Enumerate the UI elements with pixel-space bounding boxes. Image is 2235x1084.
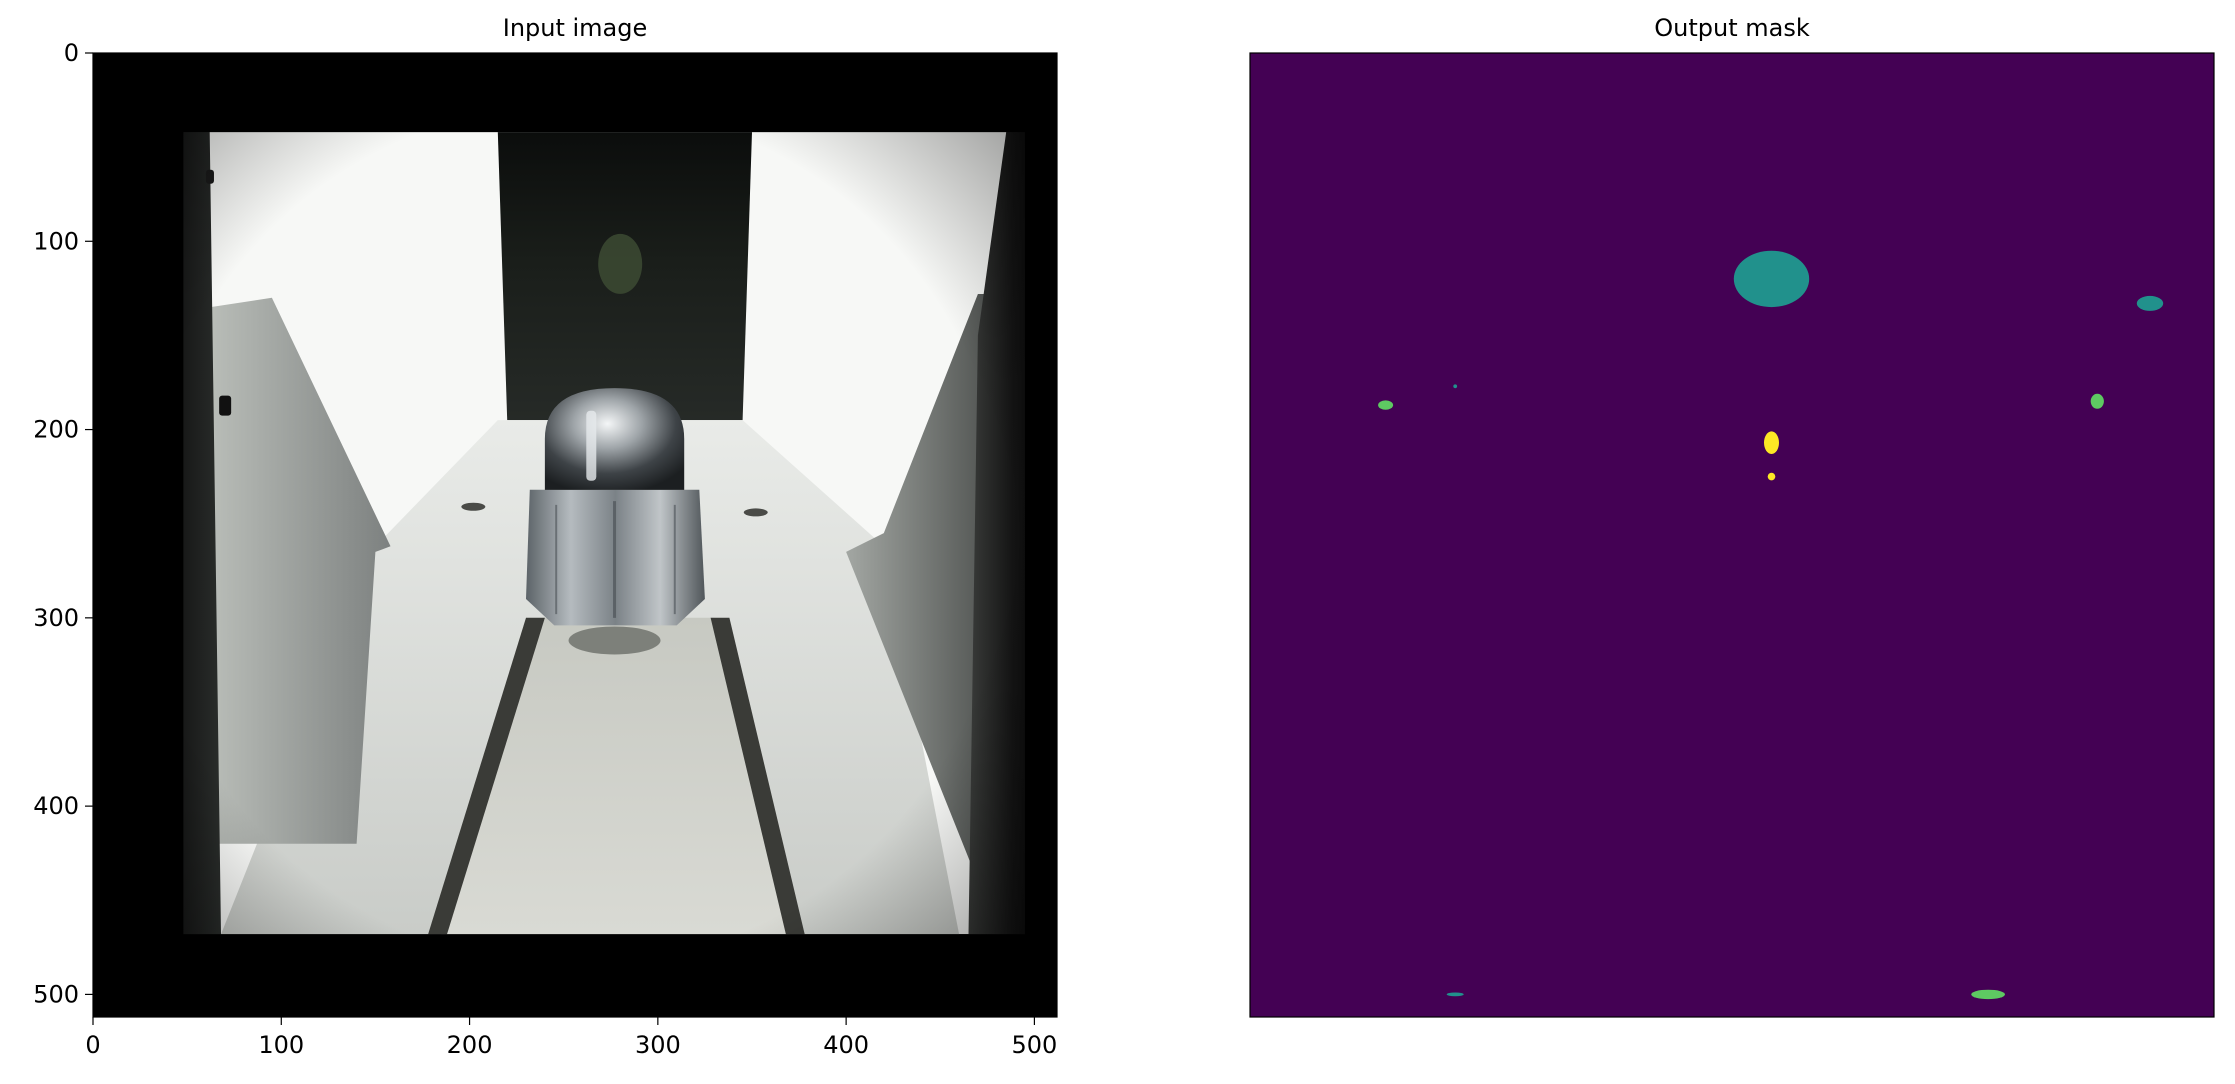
- output-mask-regions: [1378, 250, 2164, 1000]
- y-tick-label: 0: [64, 39, 79, 67]
- input-image-x-ticks: 0 100 200 300 400 500: [85, 1017, 1057, 1059]
- mask-region-yellow: [1767, 472, 1776, 481]
- x-tick-label: 300: [635, 1031, 681, 1059]
- x-tick-label: 500: [1012, 1031, 1058, 1059]
- y-tick-label: 500: [33, 980, 79, 1008]
- output-mask-axes: Output mask: [1249, 14, 2215, 1018]
- vignette: [93, 53, 1057, 1017]
- output-mask-background: [1250, 53, 2214, 1017]
- output-mask-frame: [1249, 52, 2215, 1018]
- mask-region-yellow: [1764, 431, 1779, 455]
- x-tick-label: 100: [258, 1031, 304, 1059]
- mask-region-teal: [1733, 250, 1810, 308]
- y-tick-label: 400: [33, 792, 79, 820]
- input-image: [93, 53, 1057, 1017]
- input-image-axes: Input image 0 100 200 300 400 500 0 100 200 300 4…: [33, 14, 1058, 1059]
- mask-region-green: [1378, 400, 1394, 410]
- x-tick-label: 400: [823, 1031, 869, 1059]
- mask-region-green: [2090, 393, 2104, 409]
- x-tick-label: 0: [85, 1031, 100, 1059]
- mask-region-green: [1971, 989, 2005, 1000]
- input-image-y-ticks: 0 100 200 300 400 500: [33, 39, 93, 1008]
- y-tick-label: 200: [33, 416, 79, 444]
- input-image-title: Input image: [503, 14, 648, 42]
- input-image-frame: [92, 52, 1058, 1018]
- y-tick-label: 300: [33, 604, 79, 632]
- y-tick-label: 100: [33, 227, 79, 255]
- mask-region-teal: [1446, 992, 1464, 997]
- mask-region-teal: [1453, 384, 1458, 389]
- mask-region-teal: [2136, 295, 2164, 311]
- x-tick-label: 200: [447, 1031, 493, 1059]
- output-mask-title: Output mask: [1654, 14, 1810, 42]
